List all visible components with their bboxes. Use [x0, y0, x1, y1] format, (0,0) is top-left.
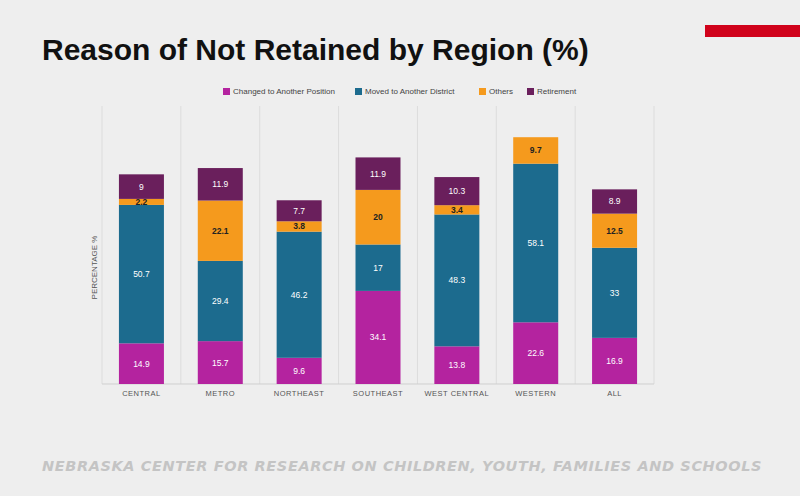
- data-label: 9.6: [293, 366, 305, 376]
- category-separator: [417, 106, 418, 384]
- bar-segment: [198, 201, 243, 261]
- bar-segment: [513, 322, 558, 384]
- bar-segment: [119, 174, 164, 199]
- category-separator: [180, 106, 181, 384]
- x-tick-label: ALL: [607, 389, 622, 398]
- bar-segment: [434, 214, 479, 346]
- bar-segment: [198, 168, 243, 200]
- data-label: 9.7: [530, 145, 542, 155]
- bar-segment: [592, 248, 637, 338]
- data-label: 58.1: [527, 238, 544, 248]
- legend-swatch: [223, 88, 230, 95]
- data-labels: 14.9 50.7 2.2 9 15.7 29.4 22.1 11.9 9.6 46.2 3.8 7.…: [133, 145, 623, 375]
- data-label: 16.9: [606, 356, 623, 366]
- chart: Reason of Not Retained by Region (%) Chan…: [0, 0, 800, 496]
- legend-label: Moved to Another District: [365, 87, 455, 96]
- x-tick-label: NORTHEAST: [274, 389, 325, 398]
- bar-segment: [198, 261, 243, 341]
- data-label: 48.3: [449, 275, 466, 285]
- data-label: 3.8: [293, 221, 305, 231]
- legend-swatch: [479, 88, 486, 95]
- data-label: 11.9: [212, 179, 228, 189]
- bar-segment: [119, 343, 164, 384]
- bar-segment: [592, 214, 637, 248]
- legend-label: Others: [489, 87, 513, 96]
- data-label: 22.6: [527, 348, 544, 358]
- legend-swatch: [355, 88, 362, 95]
- accent-bar: [705, 25, 800, 37]
- legend-item: Changed to Another Position: [223, 87, 335, 96]
- footer: NEBRASKA CENTER FOR RESEARCH ON CHILDREN…: [42, 458, 762, 474]
- bar-segment: [198, 341, 243, 384]
- x-tick-label: WEST CENTRAL: [425, 389, 490, 398]
- data-label: 29.4: [212, 296, 229, 306]
- data-label: 10.3: [449, 186, 466, 196]
- legend-item: Retirement: [527, 87, 577, 96]
- x-tick-label: CENTRAL: [122, 389, 161, 398]
- data-label: 15.7: [212, 358, 229, 368]
- bar-segment: [356, 244, 401, 290]
- data-label: 46.2: [291, 290, 308, 300]
- category-separator: [102, 106, 103, 384]
- category-separator: [575, 106, 576, 384]
- bar-segment: [277, 358, 322, 384]
- data-label: 12.5: [606, 226, 623, 236]
- bar-segment: [356, 291, 401, 384]
- bar-segment: [356, 190, 401, 245]
- title: Reason of Not Retained by Region (%): [42, 33, 589, 66]
- legend-label: Changed to Another Position: [233, 87, 335, 96]
- x-tick-label: SOUTHEAST: [353, 389, 403, 398]
- bar-segment: [434, 177, 479, 205]
- data-label: 14.9: [133, 359, 150, 369]
- legend-swatch: [527, 88, 534, 95]
- data-label: 11.9: [370, 169, 386, 179]
- data-label: 34.1: [370, 332, 387, 342]
- y-axis-label: PERCENTAGE %: [90, 236, 99, 300]
- bars: [119, 137, 637, 384]
- bar-segment: [277, 232, 322, 358]
- data-label: 22.1: [212, 226, 229, 236]
- data-label: 2.2: [136, 197, 148, 207]
- bar-segment: [277, 200, 322, 221]
- legend-label: Retirement: [537, 87, 577, 96]
- legend-item: Others: [479, 87, 513, 96]
- bar-segment: [513, 137, 558, 163]
- data-label: 3.4: [451, 205, 463, 215]
- bar-segment: [356, 157, 401, 189]
- bar-segment: [119, 205, 164, 343]
- bar-segment: [434, 205, 479, 214]
- data-label: 13.8: [449, 360, 466, 370]
- data-label: 17: [373, 263, 383, 273]
- category-separator: [654, 106, 655, 384]
- bar-segment: [592, 338, 637, 384]
- legend-item: Moved to Another District: [355, 87, 455, 96]
- bar-segment: [513, 164, 558, 323]
- bar-segment: [277, 221, 322, 231]
- data-label: 50.7: [133, 269, 150, 279]
- data-label: 7.7: [293, 206, 305, 216]
- data-label: 8.9: [609, 196, 621, 206]
- data-label: 20: [373, 212, 383, 222]
- bar-segment: [434, 346, 479, 384]
- background: [0, 0, 800, 496]
- category-separator: [259, 106, 260, 384]
- x-tick-label: METRO: [205, 389, 235, 398]
- category-separator: [496, 106, 497, 384]
- category-separator: [338, 106, 339, 384]
- legend: Changed to Another Position Moved to Anot…: [223, 87, 577, 96]
- bar-segment: [592, 189, 637, 213]
- x-tick-label: WESTERN: [515, 389, 556, 398]
- data-label: 9: [139, 182, 144, 192]
- data-label: 33: [610, 288, 620, 298]
